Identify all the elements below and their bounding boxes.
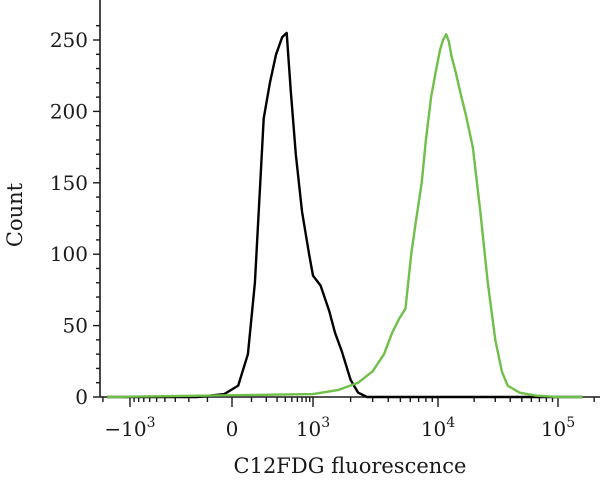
y-tick-label: 50	[63, 314, 88, 338]
x-axis-title: C12FDG fluorescence	[234, 454, 467, 478]
y-tick-label: 0	[75, 385, 88, 409]
y-tick-label: 150	[50, 171, 88, 195]
x-tick-label: 103	[296, 415, 330, 441]
x-tick-label: 0	[226, 417, 239, 441]
x-tick-label: 104	[421, 415, 455, 441]
series-line-2	[107, 33, 583, 399]
y-axis-title: Count	[3, 182, 27, 247]
y-tick-label: 250	[50, 28, 88, 52]
x-tick-label: −103	[104, 415, 155, 441]
x-tick-label: 105	[541, 415, 575, 441]
series-line-1	[107, 31, 583, 399]
y-tick-label: 200	[50, 99, 88, 123]
y-tick-label: 100	[50, 242, 88, 266]
